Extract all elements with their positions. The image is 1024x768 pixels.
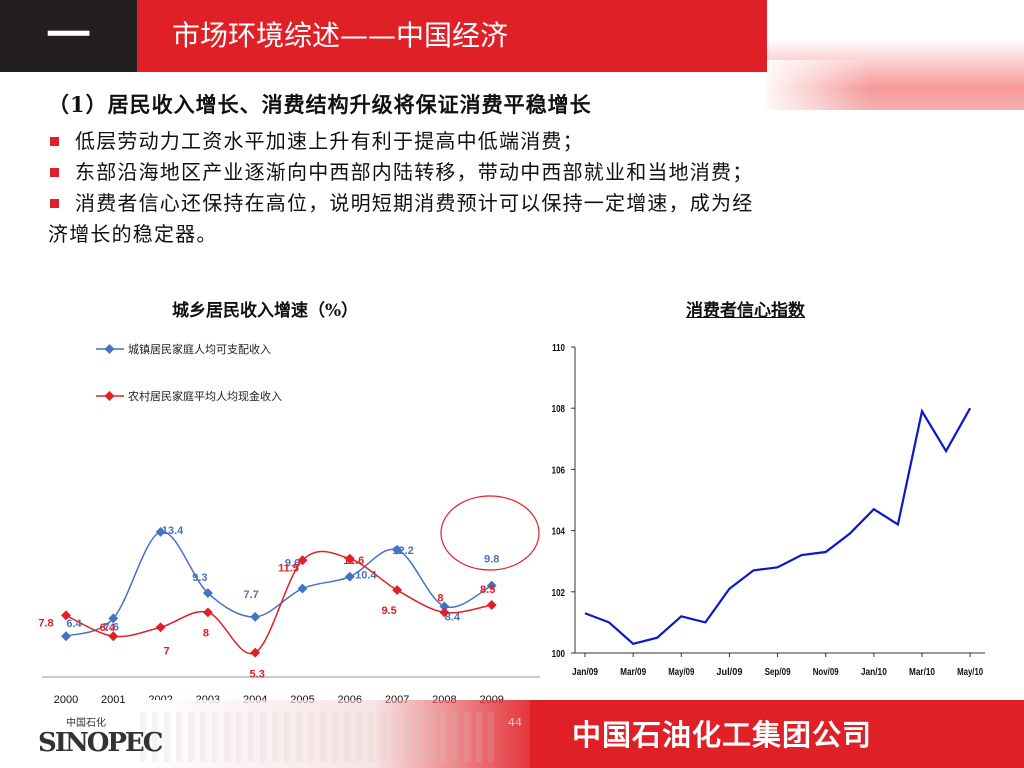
data-point bbox=[439, 601, 450, 612]
x-tick-label: Mar/09 bbox=[620, 667, 646, 678]
legend-marker bbox=[104, 391, 115, 401]
data-label: 7.6 bbox=[104, 621, 119, 633]
x-tick-label: May/09 bbox=[668, 667, 694, 678]
x-tick-label: 2000 bbox=[54, 694, 78, 706]
data-label: 8 bbox=[203, 627, 209, 639]
highlight-circle bbox=[440, 495, 540, 571]
y-tick-label: 110 bbox=[552, 342, 565, 353]
data-label: 9.3 bbox=[192, 572, 207, 584]
data-label: 13.4 bbox=[162, 525, 184, 537]
data-point bbox=[61, 610, 71, 621]
data-point bbox=[155, 622, 166, 633]
data-label: 10.4 bbox=[355, 570, 377, 582]
data-label: 8 bbox=[437, 592, 443, 604]
x-tick-label: Mar/10 bbox=[909, 667, 935, 678]
data-point bbox=[108, 631, 119, 642]
bullet-item: 东部沿海地区产业逐渐向中西部内陆转移，带动中西部就业和当地消费； bbox=[48, 157, 978, 188]
x-tick-label: 2001 bbox=[101, 694, 125, 706]
bullet-text: 低层劳动力工资水平加速上升有利于提高中低端消费； bbox=[75, 129, 584, 153]
y-tick-label: 102 bbox=[552, 587, 565, 598]
x-tick-label: Jan/09 bbox=[572, 667, 598, 678]
x-tick-label: Sep/09 bbox=[765, 667, 791, 678]
series-line bbox=[65, 531, 493, 637]
data-label: 9.5 bbox=[381, 605, 396, 617]
data-label: 11.6 bbox=[343, 555, 364, 567]
data-point bbox=[344, 571, 355, 582]
consumer-confidence-chart: 100 102 104 106 108 110 Jan/09 Mar/09 May/09 Jul/… bbox=[552, 342, 985, 678]
data-label: 9.8 bbox=[484, 554, 499, 566]
bullet-text: 东部沿海地区产业逐渐向中西部内陆转移，带动中西部就业和当地消费； bbox=[75, 160, 754, 184]
x-tick-label: May/10 bbox=[957, 667, 983, 678]
legend-label: 农村居民家庭平均人均现金收入 bbox=[128, 389, 282, 403]
bullet-square-icon bbox=[50, 199, 59, 208]
data-label: 12.2 bbox=[392, 545, 413, 557]
data-point bbox=[297, 583, 308, 594]
footer-bar bbox=[530, 700, 1024, 768]
x-tick-label: Nov/09 bbox=[813, 667, 839, 678]
data-point bbox=[392, 544, 403, 555]
content-block: （1）居民收入增长、消费结构升级将保证消费平稳增长 低层劳动力工资水平加速上升有… bbox=[48, 90, 978, 250]
data-point bbox=[297, 555, 308, 566]
y-tick-label: 106 bbox=[552, 465, 565, 476]
section-heading: （1）居民收入增长、消费结构升级将保证消费平稳增长 bbox=[48, 92, 592, 117]
bullet-item: 低层劳动力工资水平加速上升有利于提高中低端消费； bbox=[48, 126, 978, 157]
data-point bbox=[202, 588, 213, 598]
data-label: 5.3 bbox=[250, 669, 265, 681]
data-point bbox=[486, 600, 497, 610]
section-number: 一 bbox=[46, 10, 91, 61]
data-label: 7.8 bbox=[38, 617, 53, 629]
company-name: 中国石油化工集团公司 bbox=[572, 718, 873, 752]
bullet-square-icon bbox=[50, 137, 59, 146]
sinopec-logo: SINOPEC bbox=[38, 728, 163, 758]
header-decoration bbox=[767, 0, 1024, 110]
series-line bbox=[65, 550, 492, 655]
bullet-square-icon bbox=[50, 168, 59, 177]
data-point bbox=[202, 607, 213, 618]
income-chart-title: 城乡居民收入增速（%） bbox=[172, 301, 359, 321]
confidence-line bbox=[584, 407, 972, 646]
bullet-text-continued: 济增长的稳定器。 bbox=[48, 222, 218, 246]
data-point bbox=[155, 526, 166, 537]
logo-chinese-text: 中国石化 bbox=[66, 718, 106, 729]
header-number-block bbox=[0, 0, 137, 72]
data-point bbox=[392, 585, 403, 595]
data-label: 7.7 bbox=[244, 589, 259, 601]
data-point bbox=[61, 631, 71, 642]
data-label: 7 bbox=[164, 645, 170, 657]
data-point bbox=[108, 613, 119, 624]
page-title: 市场环境综述——中国经济 bbox=[172, 19, 509, 52]
legend-label: 城镇居民家庭人均可支配收入 bbox=[128, 342, 271, 356]
header-title-bar bbox=[137, 0, 767, 72]
data-point bbox=[250, 611, 261, 622]
data-label: 8.4 bbox=[445, 611, 461, 623]
data-label: 9.6 bbox=[285, 558, 300, 570]
data-label: 6.4 bbox=[100, 622, 116, 634]
legend-marker bbox=[104, 344, 115, 354]
data-point bbox=[439, 607, 450, 618]
bullet-item: 消费者信心还保持在高位，说明短期消费预计可以保持一定增速，成为经 bbox=[48, 188, 978, 219]
y-tick-label: 100 bbox=[552, 648, 565, 659]
data-label: 8.5 bbox=[480, 584, 495, 596]
y-tick-label: 104 bbox=[552, 526, 565, 537]
data-point bbox=[250, 647, 261, 658]
page-number: 44 bbox=[508, 716, 522, 729]
x-tick-label: Jan/10 bbox=[861, 667, 887, 678]
y-tick-label: 108 bbox=[552, 403, 565, 414]
confidence-chart-title: 消费者信心指数 bbox=[686, 301, 805, 321]
footer-decoration bbox=[140, 700, 530, 768]
bullet-text: 消费者信心还保持在高位，说明短期消费预计可以保持一定增速，成为经 bbox=[75, 191, 754, 215]
x-tick-label: Jul/09 bbox=[716, 667, 742, 678]
data-label: 11.5 bbox=[278, 562, 299, 574]
footer-pattern bbox=[140, 712, 500, 762]
